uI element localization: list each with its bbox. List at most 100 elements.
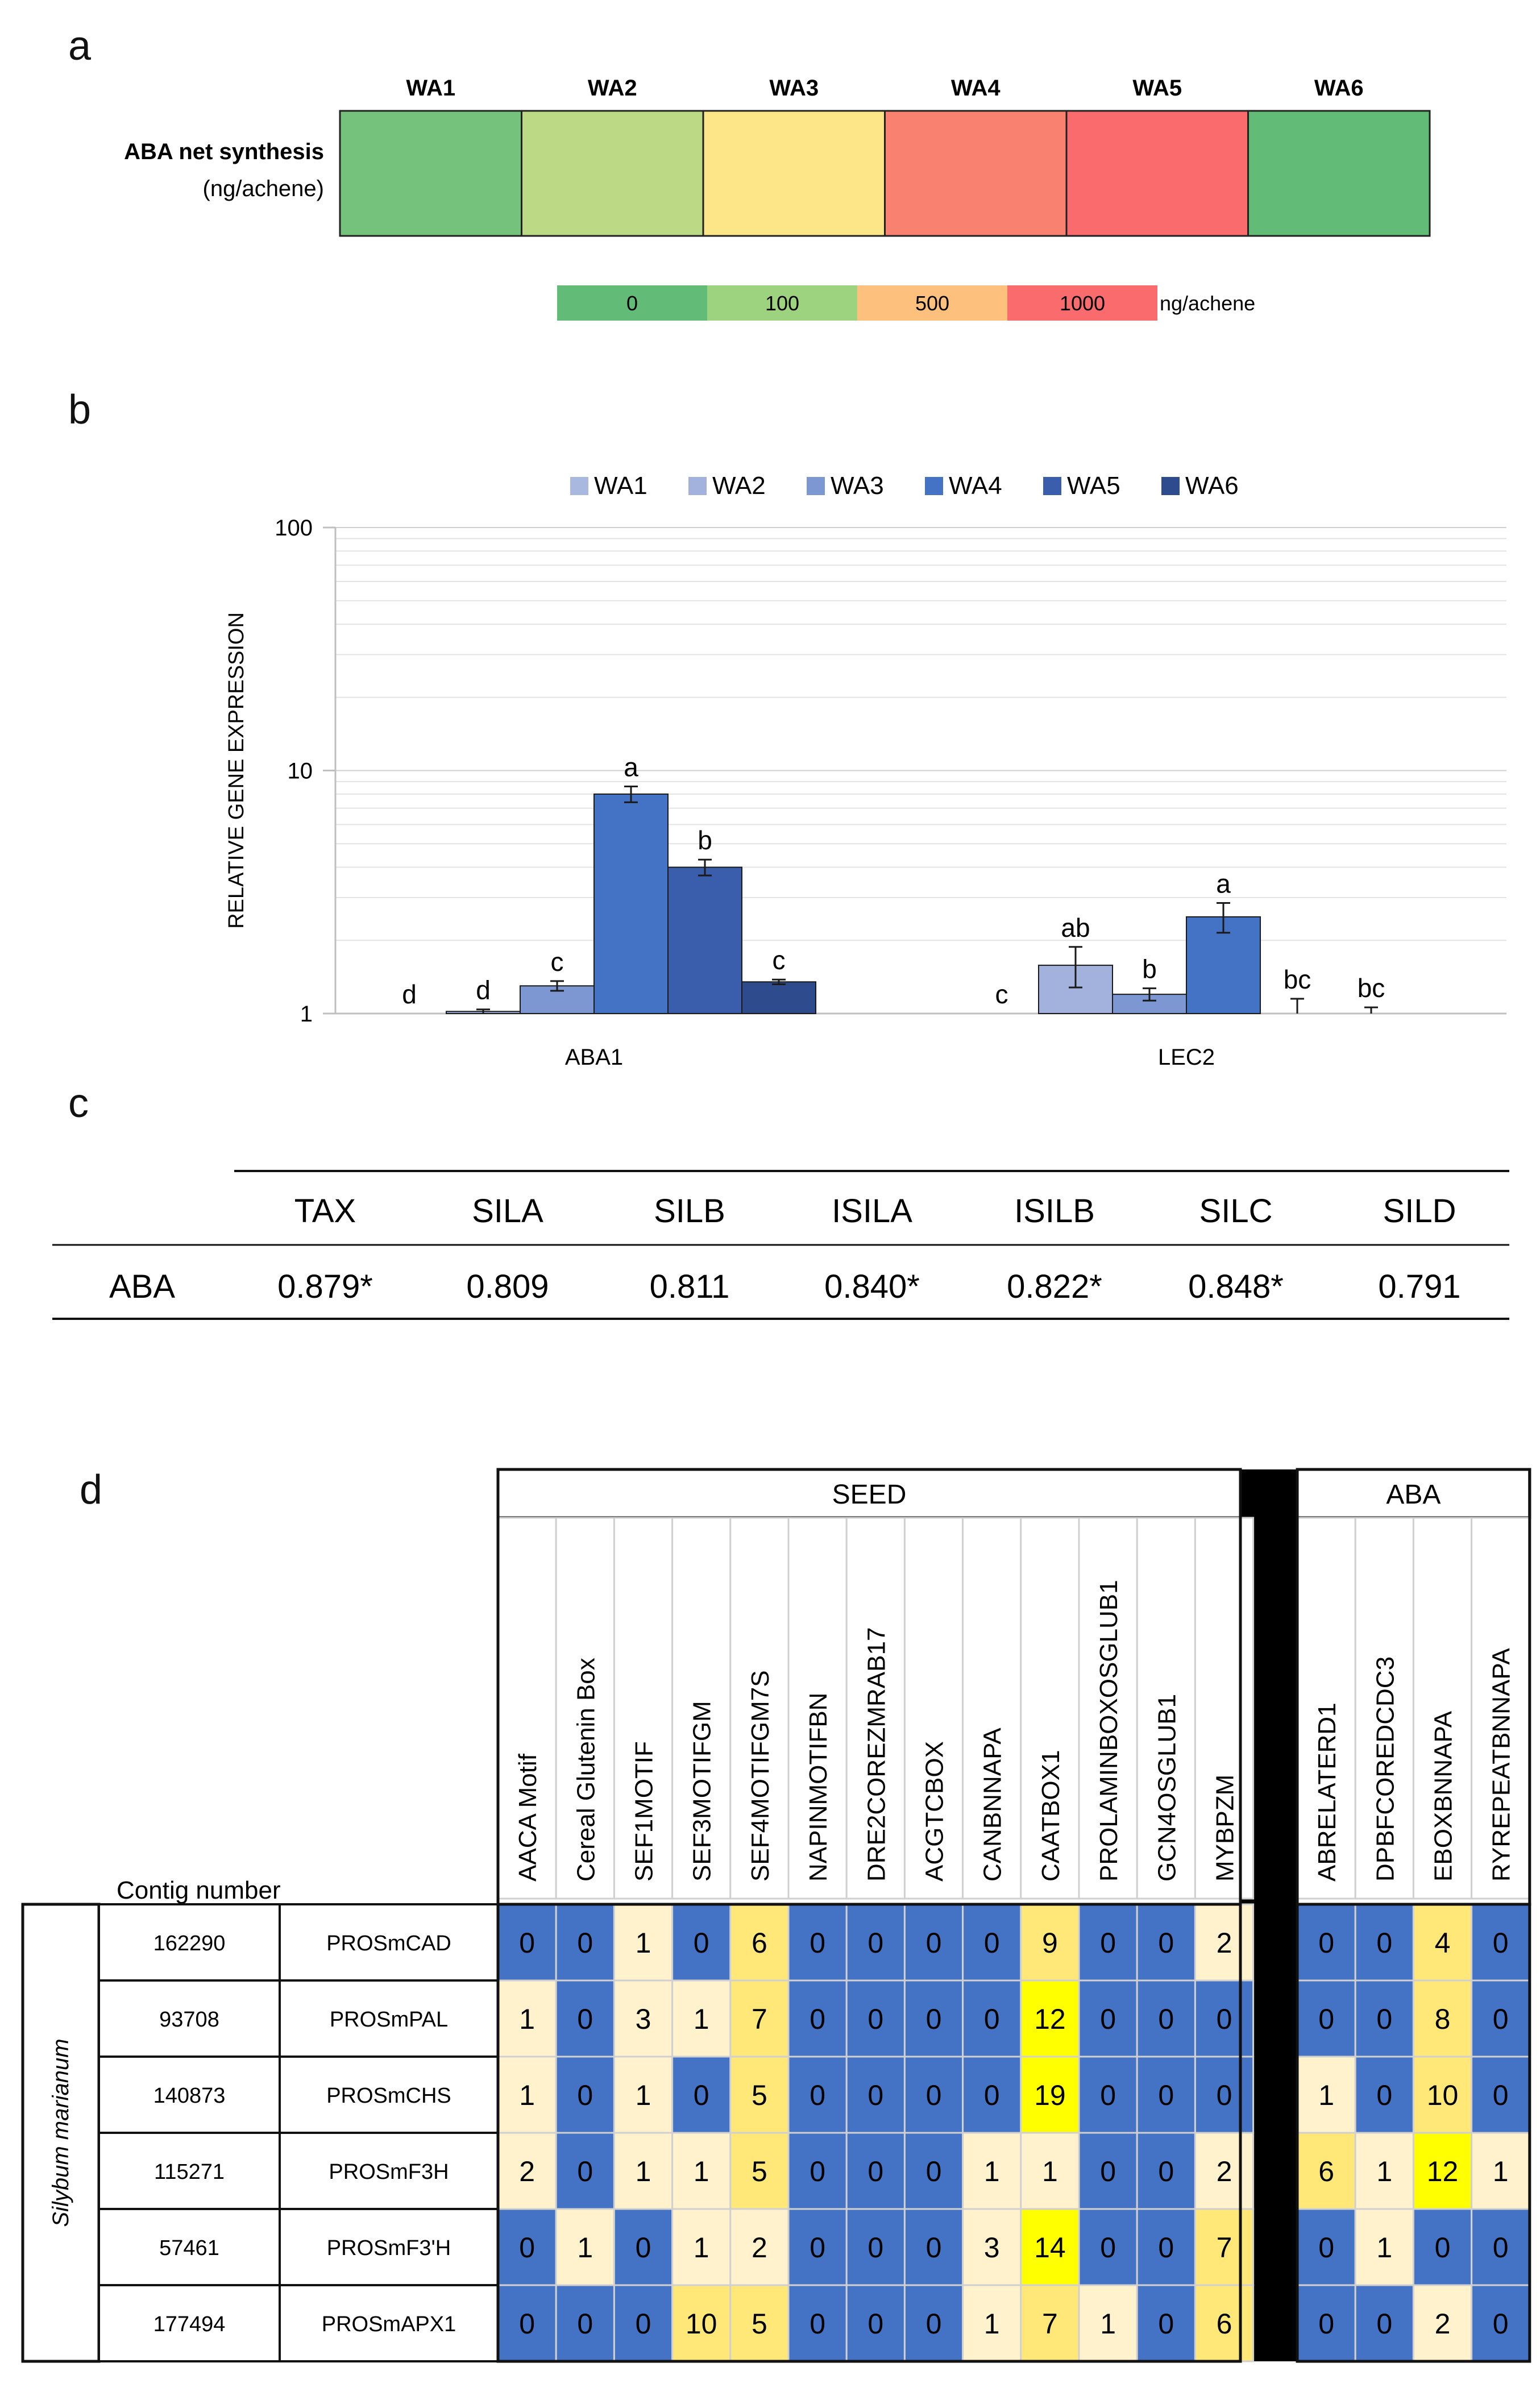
motif-label-sef3motifgm: SEF3MOTIFGM (688, 1701, 716, 1882)
motif-count-value: 0 (519, 1927, 535, 1959)
motif-count-value: 1 (694, 2003, 709, 2035)
motif-count-value: 1 (1042, 2156, 1058, 2187)
motif-count-cell (1296, 2056, 1356, 2134)
scale-label-0: 0 (626, 292, 638, 315)
promoter-name: PROSmCAD (326, 1932, 451, 1955)
motif-header-cell (1412, 1517, 1473, 1900)
motif-count-cell (613, 1979, 674, 2058)
header-silc: SILC (1199, 1193, 1273, 1230)
legend-swatch-wa4 (925, 477, 943, 495)
table-cell: 0.811 (650, 1268, 730, 1305)
motif-count-value: 6 (1217, 2308, 1232, 2340)
aba-data-frame (1296, 1903, 1531, 2363)
motif-count-value: 10 (1427, 2079, 1459, 2111)
motif-count-value: 14 (1034, 2232, 1066, 2264)
motif-count-value: 1 (984, 2308, 1000, 2340)
motif-label-sef1motif: SEF1MOTIF (630, 1741, 658, 1882)
motif-count-cell (1194, 2056, 1255, 2134)
motif-count-cell (1078, 1903, 1138, 1982)
motif-count-value: 0 (867, 2079, 883, 2111)
motif-label-eboxbnnapa: EBOXBNNAPA (1430, 1710, 1458, 1882)
motif-count-cell (1354, 2056, 1414, 2134)
motif-count-value: 0 (867, 2232, 883, 2264)
significance-letter: bc (1284, 965, 1311, 994)
motif-count-cell (671, 2208, 732, 2286)
motif-count-value: 5 (752, 2156, 767, 2187)
promoter-name: PROSmCHS (326, 2084, 451, 2108)
motif-count-value: 0 (1493, 2308, 1509, 2340)
header-silb: SILB (654, 1193, 725, 1230)
motif-label-prolaminboxosglub1: PROLAMINBOXOSGLUB1 (1095, 1580, 1123, 1882)
motif-label-abrelaterd1: ABRELATERD1 (1313, 1702, 1341, 1882)
motif-label-sef4motifgm7s: SEF4MOTIFGM7S (746, 1670, 774, 1882)
scale-swatch-1000 (1007, 285, 1157, 321)
species-cell (21, 1903, 101, 2363)
x-category-label-aba1: ABA1 (565, 1045, 623, 1070)
stage-label-wa3: WA3 (769, 76, 819, 101)
promoter-name: PROSmPAL (330, 2008, 448, 2032)
motif-header-cell (962, 1517, 1022, 1900)
contig-number-header: Contig number (117, 1876, 281, 1904)
stage-label-wa1: WA1 (406, 76, 455, 101)
motif-count-value: 0 (1158, 2232, 1174, 2264)
promoter-cell (279, 2132, 499, 2210)
promoter-name: PROSmAPX1 (322, 2312, 456, 2336)
contig-number: 115271 (154, 2160, 225, 2184)
legend-swatch-wa5 (1043, 477, 1061, 495)
motif-count-cell (1412, 2284, 1473, 2362)
header-isila: ISILA (832, 1193, 912, 1230)
y-tick-label: 1 (300, 1002, 313, 1027)
contig-cell (98, 2208, 281, 2286)
motif-count-cell (1136, 1979, 1196, 2058)
stage-cell-wa5 (1065, 110, 1249, 237)
motif-count-value: 1 (636, 2156, 651, 2187)
panel-d-letter: d (80, 1467, 103, 1513)
motif-label-acgtcbox: ACGTCBOX (921, 1741, 949, 1882)
y-tick-label: 10 (288, 759, 313, 784)
motif-count-cell (1471, 2284, 1531, 2362)
motif-label-aaca-motif: AACA Motif (514, 1753, 542, 1882)
motif-header-cell (613, 1517, 674, 1900)
scale-swatch-0 (557, 285, 707, 321)
motif-count-cell (1296, 1979, 1356, 2058)
motif-count-value: 0 (1376, 2003, 1392, 2035)
motif-count-cell (845, 2132, 906, 2210)
motif-label-caatbox1: CAATBOX1 (1037, 1750, 1065, 1882)
motif-count-value: 1 (984, 2156, 1000, 2187)
motif-count-value: 0 (926, 2156, 942, 2187)
scale-swatch-100 (707, 285, 857, 321)
significance-letter: c (773, 945, 786, 975)
motif-count-cell (962, 2284, 1022, 2362)
header-sild: SILD (1383, 1193, 1456, 1230)
motif-count-value: 0 (1158, 2003, 1174, 2035)
motif-count-cell (845, 2208, 906, 2286)
motif-count-cell (1296, 2132, 1356, 2210)
motif-label-cereal-glutenin-box: Cereal Glutenin Box (572, 1658, 600, 1882)
motif-count-cell (729, 1979, 790, 2058)
motif-header-cell (845, 1517, 906, 1900)
motif-count-value: 0 (1376, 1927, 1392, 1959)
motif-count-cell (729, 2056, 790, 2134)
aba-synthesis-heatstrip: ABA net synthesis (ng/achene) WA1 WA2 WA3 W… (124, 76, 1431, 321)
motif-count-cell (1354, 2208, 1414, 2286)
motif-count-value: 1 (1318, 2079, 1334, 2111)
motif-count-value: 0 (577, 2003, 593, 2035)
legend-label-wa6: WA6 (1185, 472, 1239, 500)
motif-count-value: 0 (1158, 2156, 1174, 2187)
motif-count-value: 0 (636, 2232, 651, 2264)
legend-label-wa2: WA2 (712, 472, 766, 500)
motif-count-cell (1020, 2132, 1080, 2210)
motif-header-cell (1136, 1517, 1196, 1900)
motif-count-cell (787, 2284, 848, 2362)
significance-letter: a (1216, 869, 1231, 899)
header-sila: SILA (472, 1193, 543, 1230)
motif-count-cell (613, 1903, 674, 1982)
motif-count-value: 0 (577, 2156, 593, 2187)
motif-count-value: 6 (1318, 2156, 1334, 2187)
motif-count-value: 0 (984, 2079, 1000, 2111)
table-cell: 0.879* (277, 1268, 373, 1305)
motif-count-table: SEED ABA AACA Motif Cereal Glutenin Box SEF1… (21, 1468, 1531, 2363)
motif-count-cell (555, 2208, 615, 2286)
motif-count-value: 6 (752, 1927, 767, 1959)
motif-count-value: 0 (926, 2079, 942, 2111)
